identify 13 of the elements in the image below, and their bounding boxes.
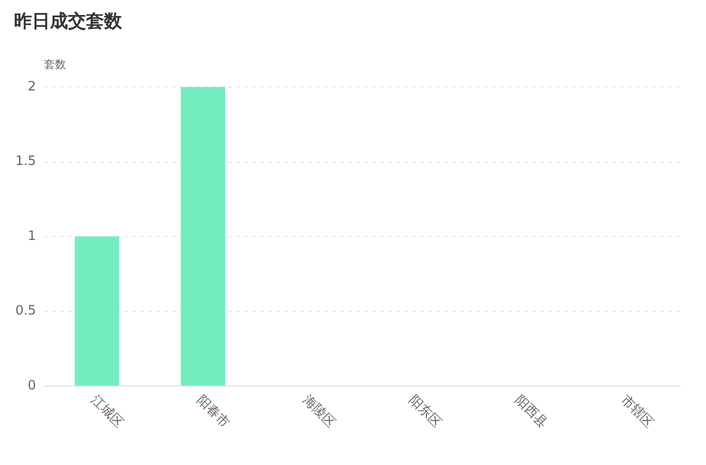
x-tick-label: 江城区 <box>88 392 126 431</box>
y-tick-label: 0.5 <box>15 304 36 319</box>
x-tick-label: 海陵区 <box>300 392 338 431</box>
y-tick-label: 2 <box>28 79 36 94</box>
x-tick-label: 阳东区 <box>406 392 444 431</box>
y-tick-label: 0 <box>28 378 36 394</box>
y-tick-label: 1.5 <box>15 154 36 170</box>
y-tick-label: 1 <box>28 228 36 244</box>
x-tick-label: 市辖区 <box>618 392 656 431</box>
x-tick-label: 阳西县 <box>512 392 550 431</box>
x-tick-label: 阳春市 <box>194 392 232 431</box>
y-axis-title: 套数 <box>44 58 66 71</box>
chart-title: 昨日成交套数 <box>14 11 123 32</box>
